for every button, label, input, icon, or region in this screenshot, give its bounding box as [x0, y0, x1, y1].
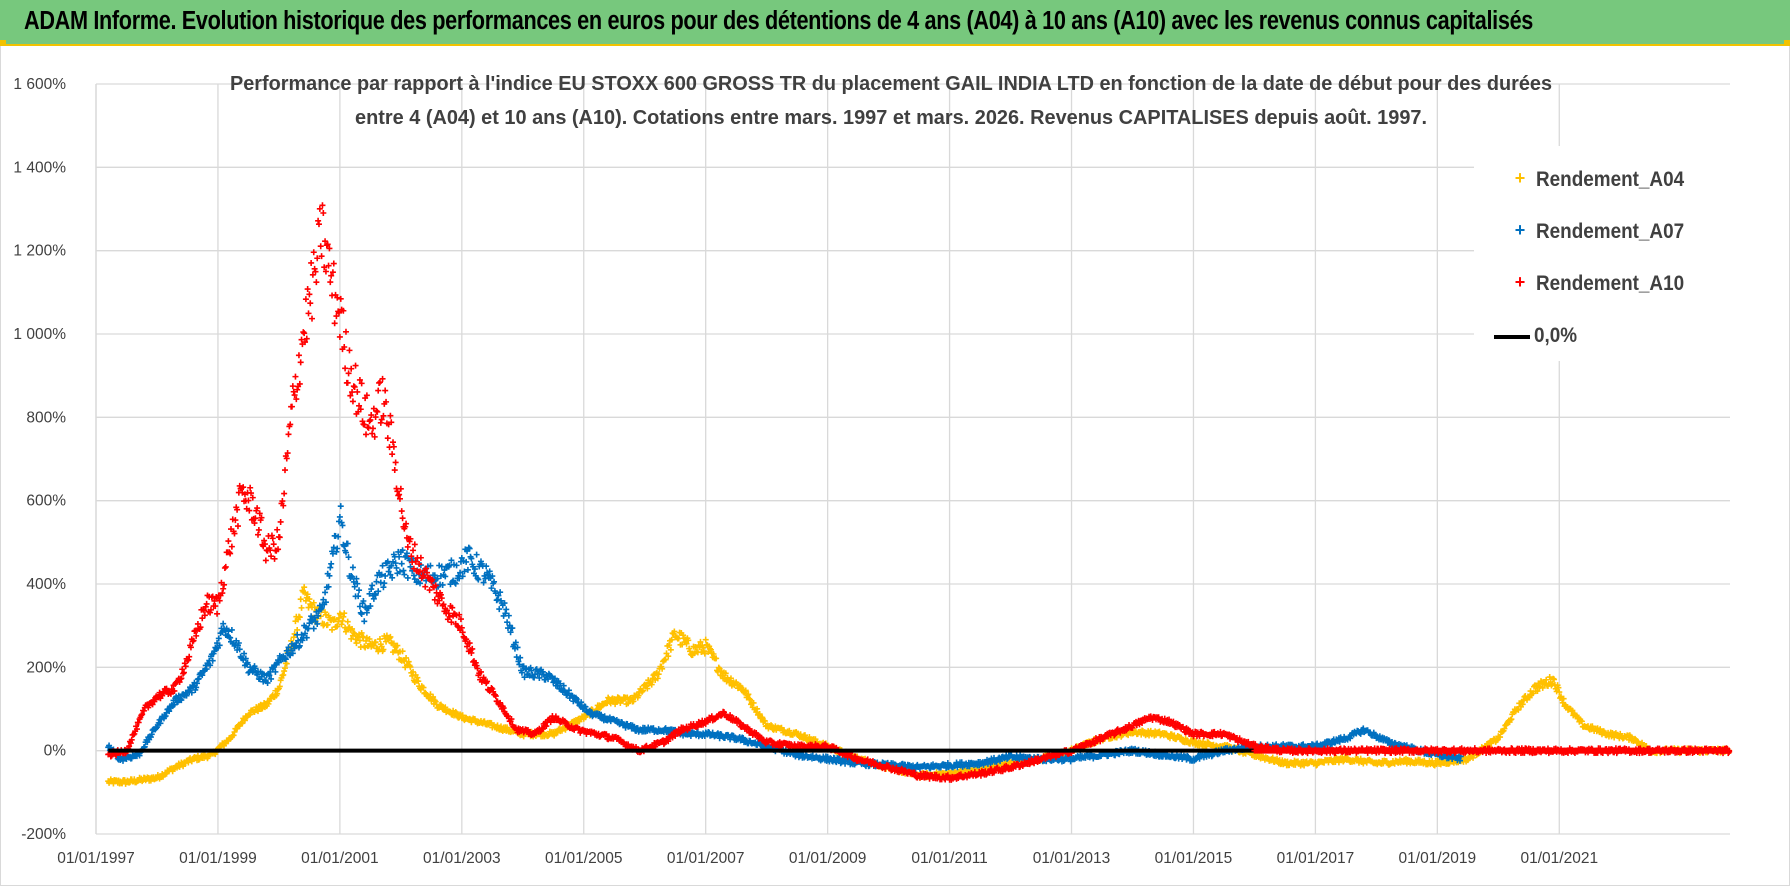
y-tick-label: 1 400% — [13, 159, 66, 176]
x-tick-label: 01/01/2005 — [545, 850, 623, 867]
x-tick-label: 01/01/1997 — [57, 850, 135, 867]
plus-marker-icon: + — [1514, 168, 1526, 188]
y-tick-label: 1 600% — [13, 76, 66, 93]
y-tick-label: 800% — [26, 409, 66, 426]
x-tick-label: 01/01/2013 — [1033, 850, 1111, 867]
legend-label-a10: Rendement_A10 — [1536, 272, 1685, 295]
plus-markers-a04 — [105, 584, 1733, 787]
chart-title-line-2: entre 4 (A04) et 10 ans (A10). Cotations… — [355, 107, 1427, 129]
x-tick-label: 01/01/2019 — [1399, 850, 1477, 867]
legend-label-a04: Rendement_A04 — [1536, 168, 1685, 191]
x-tick-label: 01/01/2009 — [789, 850, 867, 867]
y-tick-label: 0% — [44, 743, 67, 760]
y-tick-label: 200% — [26, 659, 66, 676]
legend-item-a10: + Rendement_A10 — [1474, 270, 1732, 300]
plus-markers-a10-tail — [1251, 747, 1733, 754]
x-tick-label: 01/01/2017 — [1277, 850, 1355, 867]
y-tick-label: 600% — [26, 493, 66, 510]
legend-label-zero: 0,0% — [1534, 324, 1578, 347]
legend-item-a04: + Rendement_A04 — [1474, 166, 1732, 196]
y-tick-label: 1 000% — [13, 326, 66, 343]
x-tick-label: 01/01/2001 — [301, 850, 379, 867]
x-tick-label: 01/01/2015 — [1155, 850, 1233, 867]
x-tick-label: 01/01/2011 — [911, 850, 987, 867]
legend-item-zero: 0,0% — [1474, 322, 1732, 352]
banner-title: ADAM Informe. Evolution historique des p… — [24, 7, 1534, 35]
banner-corner-left — [0, 40, 6, 46]
x-tick-label: 01/01/2003 — [423, 850, 501, 867]
y-tick-label: 400% — [26, 576, 66, 593]
y-axis: -200% 0% 200% 400% 600% 800% 1 000% 1 200% 1 400… — [13, 76, 66, 843]
series-a04 — [105, 584, 1733, 787]
x-axis: 01/01/1997 01/01/1999 01/01/2001 01/01/2003… — [57, 850, 1598, 867]
legend: + Rendement_A04 + Rendement_A07 + Rendem… — [1474, 146, 1732, 361]
legend-item-a07: + Rendement_A07 — [1474, 218, 1732, 248]
y-tick-label: 1 200% — [13, 243, 66, 260]
data-points — [105, 202, 1733, 787]
plus-marker-icon: + — [1514, 272, 1526, 292]
legend-label-a07: Rendement_A07 — [1536, 220, 1685, 243]
x-tick-label: 01/01/2007 — [667, 850, 745, 867]
y-tick-label: -200% — [21, 826, 66, 843]
x-tick-label: 01/01/1999 — [179, 850, 257, 867]
plus-marker-icon: + — [1514, 220, 1526, 240]
banner-corner-right — [1784, 40, 1790, 46]
zero-line-icon — [1494, 335, 1530, 339]
title-banner: ADAM Informe. Evolution historique des p… — [0, 0, 1790, 46]
chart-title-line-1: Performance par rapport à l'indice EU ST… — [230, 73, 1552, 95]
x-tick-label: 01/01/2021 — [1520, 850, 1598, 867]
